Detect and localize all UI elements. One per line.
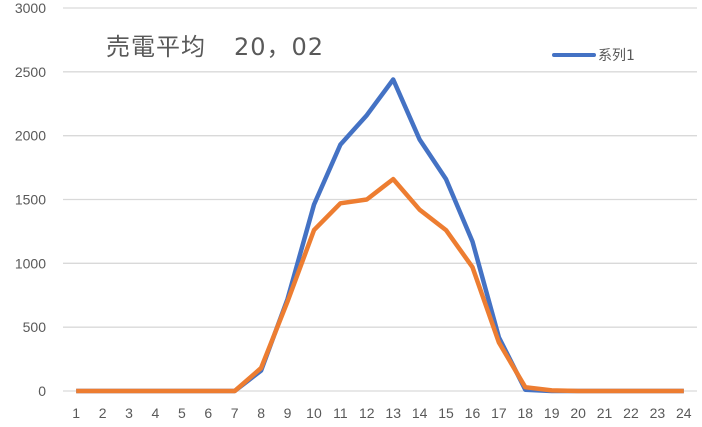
- x-tick-label: 14: [412, 405, 428, 421]
- x-tick-label: 22: [623, 405, 639, 421]
- x-tick-label: 17: [491, 405, 507, 421]
- x-axis-ticks: 1 2 3 4 5 6 7 8 9 10 11 12 13 14 15 16 17 18 19 20 21 22 23 24: [72, 405, 691, 421]
- y-tick-label: 2000: [15, 128, 46, 144]
- x-tick-label: 24: [676, 405, 692, 421]
- y-tick-label: 1500: [15, 192, 46, 208]
- x-tick-label: 20: [570, 405, 586, 421]
- x-tick-label: 4: [152, 405, 160, 421]
- legend-swatch-series1: [552, 53, 596, 57]
- x-tick-label: 19: [544, 405, 560, 421]
- x-tick-label: 6: [204, 405, 212, 421]
- y-tick-label: 3000: [15, 0, 46, 16]
- x-tick-label: 2: [99, 405, 107, 421]
- x-tick-label: 11: [333, 405, 348, 421]
- y-axis-ticks: 0 500 1000 1500 2000 2500 3000: [15, 0, 46, 399]
- legend: 系列1: [552, 45, 635, 65]
- x-tick-label: 9: [284, 405, 292, 421]
- x-tick-label: 18: [518, 405, 534, 421]
- x-tick-label: 23: [650, 405, 666, 421]
- series-lines: [76, 77, 684, 394]
- series-line-2: [76, 176, 684, 394]
- series-line-1: [76, 77, 684, 394]
- gridlines: [63, 7, 697, 392]
- x-tick-label: 5: [178, 405, 186, 421]
- x-tick-label: 1: [72, 405, 80, 421]
- x-tick-label: 21: [597, 405, 613, 421]
- chart-title: 売電平均 20，02: [106, 27, 324, 62]
- legend-label-series1: 系列1: [598, 48, 635, 64]
- y-tick-label: 0: [38, 383, 46, 399]
- x-tick-label: 8: [257, 405, 265, 421]
- y-tick-label: 2500: [15, 64, 46, 80]
- x-tick-label: 12: [359, 405, 375, 421]
- x-tick-label: 7: [231, 405, 239, 421]
- x-tick-label: 16: [465, 405, 481, 421]
- x-tick-label: 10: [306, 405, 322, 421]
- x-tick-label: 15: [438, 405, 454, 421]
- y-tick-label: 500: [23, 319, 47, 335]
- chart-title-number: 20，02: [234, 33, 325, 61]
- chart-title-text: 売電平均: [106, 33, 206, 61]
- x-tick-label: 3: [125, 405, 133, 421]
- x-tick-label: 13: [385, 405, 401, 421]
- y-tick-label: 1000: [15, 255, 46, 271]
